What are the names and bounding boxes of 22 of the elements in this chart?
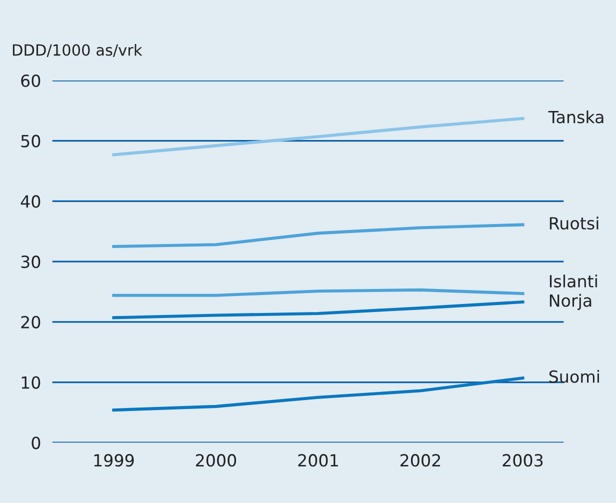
y-tick-label: 50 [21, 134, 40, 148]
line-series [112, 116, 524, 156]
series-label: Tanska [548, 110, 604, 124]
line-series [112, 376, 524, 412]
x-tick-label: 2001 [298, 454, 338, 467]
y-tick-label: 40 [20, 195, 40, 208]
x-tick-label: 1999 [94, 454, 134, 467]
series-label: Suomi [549, 370, 599, 383]
x-tick-label: 2003 [502, 454, 543, 467]
y-axis-title: DDD/1000 as/vrk [12, 44, 142, 57]
line-series [112, 223, 524, 248]
x-tick-label: 2000 [196, 454, 236, 467]
y-tick-label: 20 [21, 316, 40, 328]
series-label: Ruotsi [550, 216, 598, 230]
series-label: Norja [550, 294, 592, 310]
y-tick-label: 10 [22, 376, 40, 389]
y-tick-label: 0 [32, 436, 40, 450]
y-tick-label: 30 [21, 256, 40, 268]
line-series [112, 300, 524, 320]
x-tick-label: 2002 [400, 454, 440, 467]
y-tick-label: 60 [21, 74, 40, 88]
series-label: Islanti [550, 274, 597, 288]
